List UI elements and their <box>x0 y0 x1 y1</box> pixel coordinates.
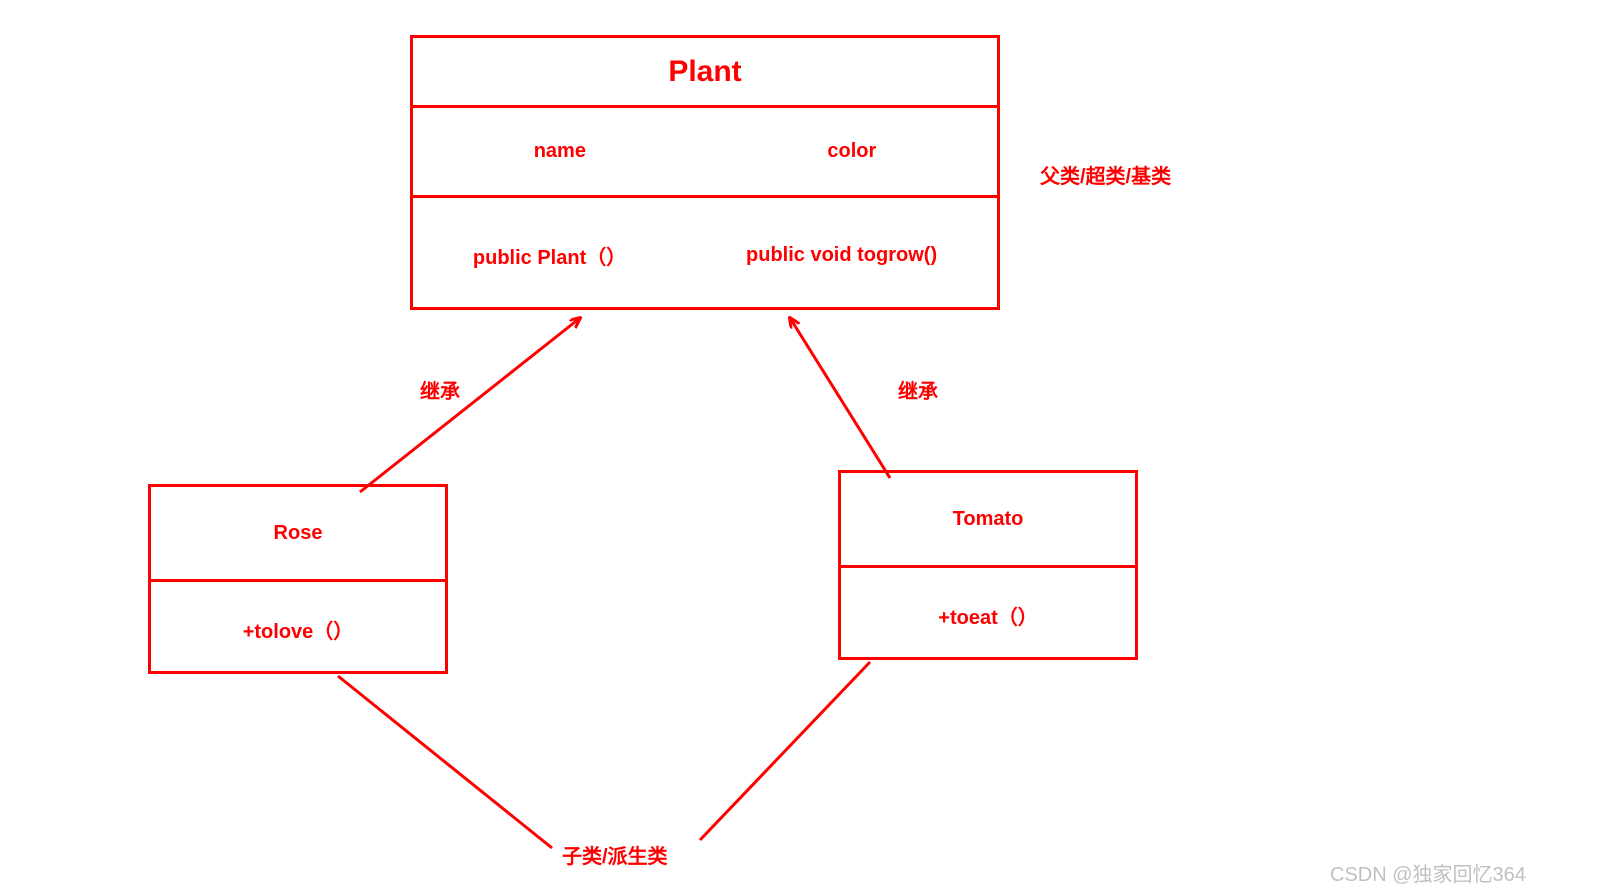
class-row-item: public void togrow() <box>746 244 937 267</box>
class-row-item: Tomato <box>953 508 1024 531</box>
tomato-class-box: Tomato +toeat（） <box>838 470 1138 660</box>
parent-annotation-label: 父类/超类/基类 <box>1040 160 1171 189</box>
class-row-item: public Plant（） <box>473 241 626 270</box>
class-row-item: Rose <box>274 522 323 545</box>
class-row: Plant <box>413 38 997 108</box>
class-row: +toeat（） <box>841 568 1135 663</box>
class-row: public Plant（） public void togrow() <box>413 198 997 313</box>
class-row-item: Plant <box>668 55 741 89</box>
class-row: +tolove（） <box>151 582 445 677</box>
parent-class-box: Plant name color public Plant（） public void … <box>410 35 1000 310</box>
right-inherit-arrow <box>790 318 890 478</box>
inherit-left-label: 继承 <box>420 375 460 404</box>
class-row: Rose <box>151 487 445 582</box>
class-row: Tomato <box>841 473 1135 568</box>
right-child-arrow <box>700 662 870 840</box>
class-row-item: name <box>534 140 586 163</box>
rose-class-box: Rose +tolove（） <box>148 484 448 674</box>
watermark-text: CSDN @独家回忆364 <box>1330 858 1526 884</box>
class-row: name color <box>413 108 997 198</box>
class-row-item: color <box>827 140 876 163</box>
class-row-item: +toeat（） <box>938 601 1037 630</box>
left-child-arrow <box>338 676 552 848</box>
left-inherit-arrow <box>360 318 580 492</box>
class-row-item: +tolove（） <box>243 615 354 644</box>
inherit-right-label: 继承 <box>898 375 938 404</box>
child-annotation-label: 子类/派生类 <box>562 840 668 869</box>
